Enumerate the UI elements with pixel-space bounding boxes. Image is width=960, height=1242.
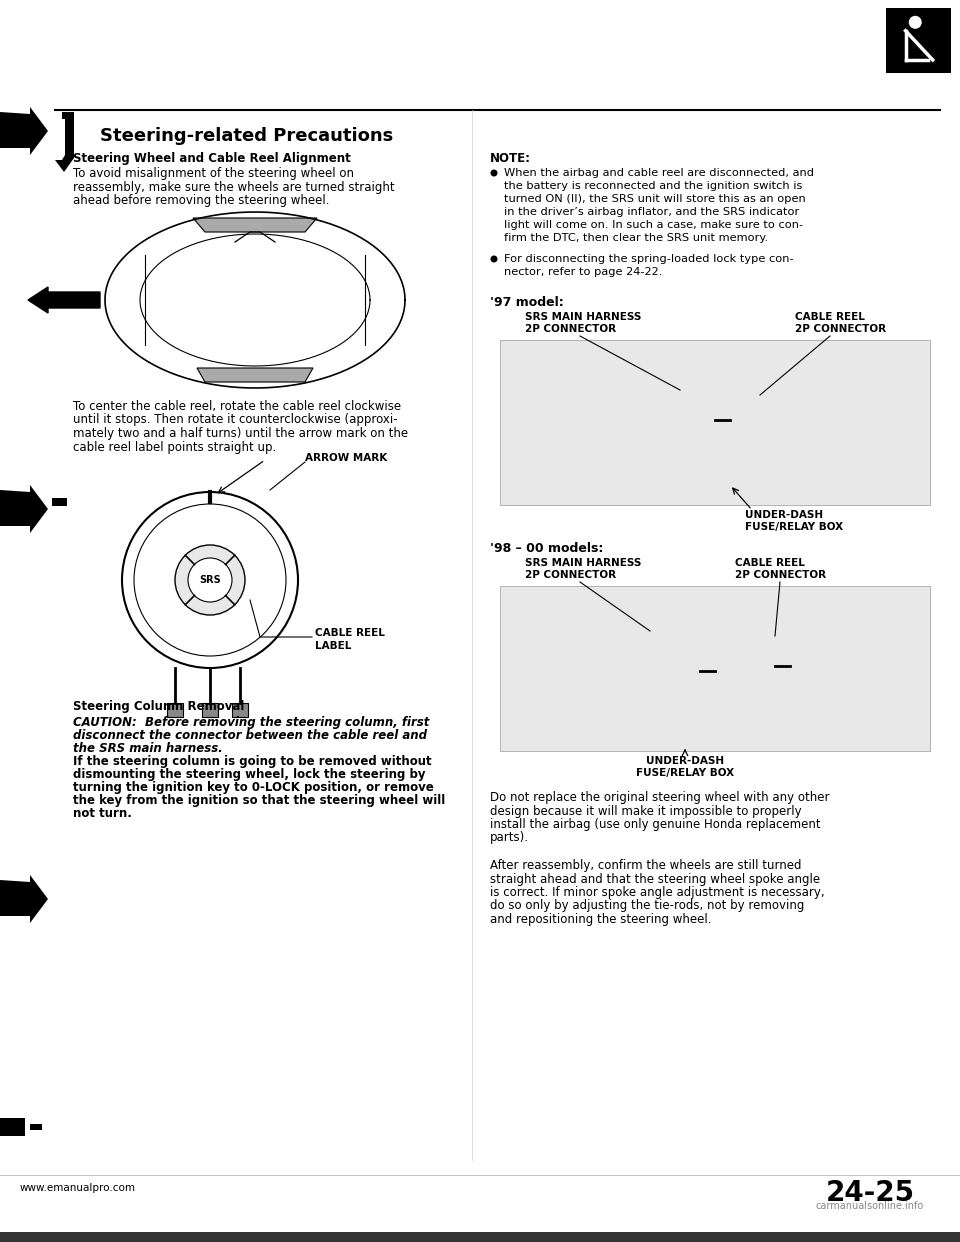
Text: carmanualsonline.info: carmanualsonline.info: [816, 1201, 924, 1211]
Polygon shape: [0, 876, 48, 923]
Bar: [790, 641, 840, 700]
Bar: [720, 646, 770, 661]
Polygon shape: [55, 112, 74, 171]
Text: turned ON (II), the SRS unit will store this as an open: turned ON (II), the SRS unit will store …: [504, 194, 805, 204]
Text: until it stops. Then rotate it counterclockwise (approxi-: until it stops. Then rotate it countercl…: [73, 414, 397, 426]
Text: After reassembly, confirm the wheels are still turned: After reassembly, confirm the wheels are…: [490, 859, 802, 872]
Bar: [795, 651, 835, 666]
Text: To avoid misalignment of the steering wheel on: To avoid misalignment of the steering wh…: [73, 166, 354, 180]
Bar: [886, 7, 951, 73]
Bar: [665, 400, 685, 415]
Bar: [630, 631, 700, 710]
Text: NOTE:: NOTE:: [490, 152, 531, 165]
Text: cable reel label points straight up.: cable reel label points straight up.: [73, 441, 276, 453]
Text: design because it will make it impossible to properly: design because it will make it impossibl…: [490, 805, 802, 817]
Bar: [735, 425, 753, 437]
Bar: [730, 395, 780, 450]
Text: CABLE REEL: CABLE REEL: [735, 558, 804, 568]
Text: Steering Wheel and Cable Reel Alignment: Steering Wheel and Cable Reel Alignment: [73, 152, 350, 165]
Bar: [52, 498, 67, 505]
Text: nector, refer to page 24-22.: nector, refer to page 24-22.: [504, 267, 662, 277]
Text: Steering-related Precautions: Steering-related Precautions: [100, 127, 394, 145]
Bar: [500, 586, 930, 751]
Text: CABLE REEL: CABLE REEL: [315, 628, 385, 638]
Bar: [30, 1124, 42, 1130]
Text: disconnect the connector between the cable reel and: disconnect the connector between the cab…: [73, 729, 427, 741]
Text: the SRS main harness.: the SRS main harness.: [73, 741, 223, 755]
Bar: [0, 1232, 960, 1242]
Text: '98 – 00 models:: '98 – 00 models:: [490, 542, 604, 555]
FancyArrow shape: [28, 287, 100, 313]
Circle shape: [175, 545, 245, 615]
Text: CAUTION:  Before removing the steering column, first: CAUTION: Before removing the steering co…: [73, 715, 429, 729]
Text: CABLE REEL: CABLE REEL: [795, 312, 865, 322]
Text: do so only by adjusting the tie-rods, not by removing: do so only by adjusting the tie-rods, no…: [490, 899, 804, 913]
Text: 2P CONNECTOR: 2P CONNECTOR: [525, 324, 616, 334]
Text: If the steering column is going to be removed without: If the steering column is going to be re…: [73, 755, 432, 768]
Text: in the driver’s airbag inflator, and the SRS indicator: in the driver’s airbag inflator, and the…: [504, 207, 800, 217]
Text: When the airbag and cable reel are disconnected, and: When the airbag and cable reel are disco…: [504, 168, 814, 178]
Text: Steering Column Removal: Steering Column Removal: [73, 700, 245, 713]
Text: 2P CONNECTOR: 2P CONNECTOR: [735, 570, 827, 580]
Text: and repositioning the steering wheel.: and repositioning the steering wheel.: [490, 913, 711, 927]
Text: UNDER-DASH: UNDER-DASH: [745, 510, 823, 520]
Text: turning the ignition key to 0-LOCK position, or remove: turning the ignition key to 0-LOCK posit…: [73, 781, 434, 794]
Text: '97 model:: '97 model:: [490, 296, 564, 309]
Circle shape: [909, 16, 922, 29]
Text: To center the cable reel, rotate the cable reel clockwise: To center the cable reel, rotate the cab…: [73, 400, 401, 414]
Text: light will come on. In such a case, make sure to con-: light will come on. In such a case, make…: [504, 220, 804, 230]
Polygon shape: [0, 484, 48, 533]
Circle shape: [188, 558, 232, 602]
Text: firm the DTC, then clear the SRS unit memory.: firm the DTC, then clear the SRS unit me…: [504, 233, 768, 243]
Text: SRS: SRS: [199, 575, 221, 585]
Text: the battery is reconnected and the ignition switch is: the battery is reconnected and the ignit…: [504, 181, 803, 191]
Text: install the airbag (use only genuine Honda replacement: install the airbag (use only genuine Hon…: [490, 818, 821, 831]
Bar: [660, 390, 715, 450]
Text: LABEL: LABEL: [315, 641, 351, 651]
Text: SRS MAIN HARNESS: SRS MAIN HARNESS: [525, 558, 641, 568]
Polygon shape: [0, 107, 48, 155]
Polygon shape: [193, 219, 317, 232]
Bar: [232, 703, 248, 717]
Text: 2P CONNECTOR: 2P CONNECTOR: [795, 324, 886, 334]
Text: UNDER-DASH: UNDER-DASH: [646, 756, 724, 766]
Text: 2P CONNECTOR: 2P CONNECTOR: [525, 570, 616, 580]
Text: dismounting the steering wheel, lock the steering by: dismounting the steering wheel, lock the…: [73, 768, 425, 781]
Text: parts).: parts).: [490, 831, 529, 845]
Text: ARROW MARK: ARROW MARK: [305, 453, 387, 463]
Text: not turn.: not turn.: [73, 807, 132, 820]
Bar: [500, 340, 930, 505]
Bar: [715, 636, 775, 705]
Bar: [665, 425, 685, 440]
Bar: [202, 703, 218, 717]
Circle shape: [491, 256, 497, 262]
Text: FUSE/RELAY BOX: FUSE/RELAY BOX: [636, 768, 734, 777]
Bar: [0, 1118, 25, 1136]
Text: For disconnecting the spring-loaded lock type con-: For disconnecting the spring-loaded lock…: [504, 255, 794, 265]
Bar: [635, 641, 695, 656]
Text: straight ahead and that the steering wheel spoke angle: straight ahead and that the steering whe…: [490, 872, 820, 886]
Text: www.emanualpro.com: www.emanualpro.com: [20, 1182, 136, 1194]
Polygon shape: [197, 368, 313, 383]
Text: reassembly, make sure the wheels are turned straight: reassembly, make sure the wheels are tur…: [73, 180, 395, 194]
Text: FUSE/RELAY BOX: FUSE/RELAY BOX: [745, 522, 843, 532]
Bar: [735, 405, 753, 417]
Text: SRS MAIN HARNESS: SRS MAIN HARNESS: [525, 312, 641, 322]
Text: 24-25: 24-25: [826, 1179, 915, 1207]
Text: is correct. If minor spoke angle adjustment is necessary,: is correct. If minor spoke angle adjustm…: [490, 886, 825, 899]
Text: mately two and a half turns) until the arrow mark on the: mately two and a half turns) until the a…: [73, 427, 408, 440]
Text: ahead before removing the steering wheel.: ahead before removing the steering wheel…: [73, 194, 329, 207]
Text: Do not replace the original steering wheel with any other: Do not replace the original steering whe…: [490, 791, 829, 804]
Bar: [167, 703, 183, 717]
Circle shape: [491, 169, 497, 176]
Text: the key from the ignition so that the steering wheel will: the key from the ignition so that the st…: [73, 794, 445, 807]
